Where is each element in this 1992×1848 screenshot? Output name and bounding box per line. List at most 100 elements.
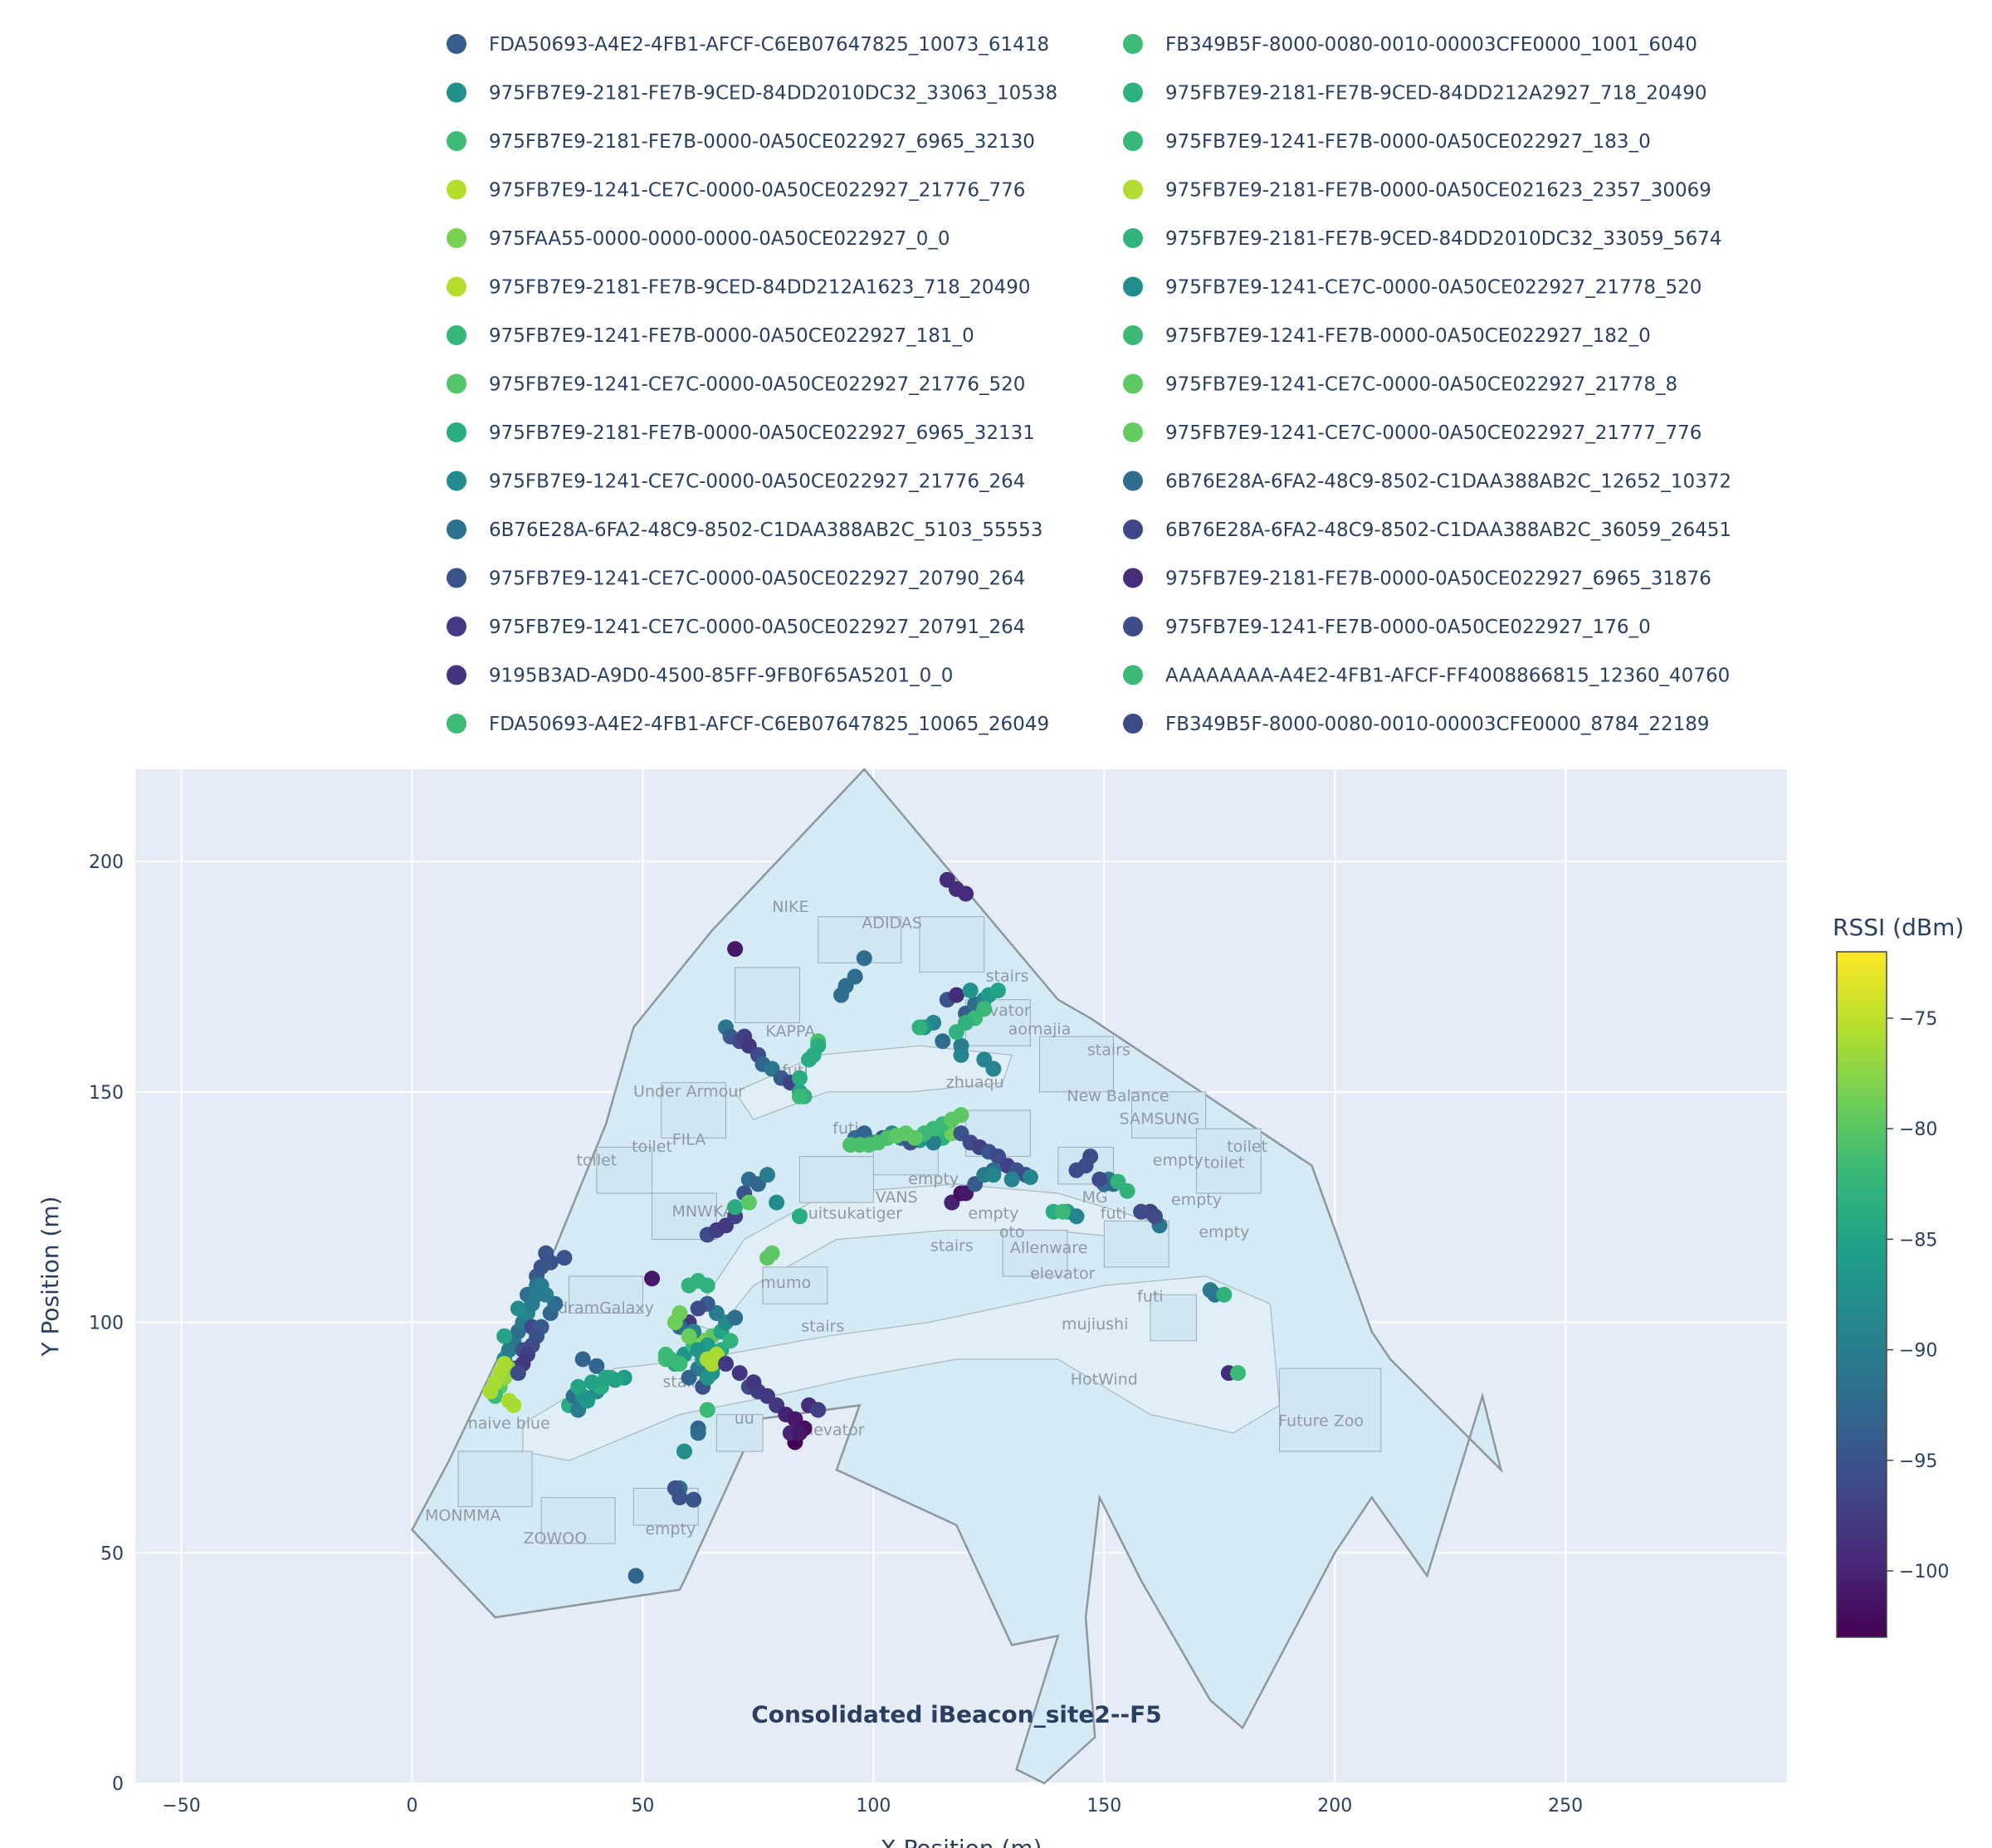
legend-item[interactable]: 975FB7E9-1241-FE7B-0000-0A50CE022927_181… bbox=[447, 325, 974, 347]
rssi-point bbox=[482, 1383, 499, 1400]
rssi-point bbox=[810, 1402, 827, 1418]
legend-item[interactable]: 975FB7E9-1241-CE7C-0000-0A50CE022927_217… bbox=[447, 373, 1025, 396]
legend-item[interactable]: 975FB7E9-2181-FE7B-9CED-84DD212A1623_718… bbox=[447, 276, 1030, 299]
legend-item[interactable]: 975FB7E9-1241-FE7B-0000-0A50CE022927_183… bbox=[1123, 131, 1651, 153]
store-label: ZOWOO bbox=[524, 1529, 588, 1548]
legend-marker bbox=[447, 714, 466, 734]
rssi-point bbox=[856, 950, 872, 967]
store-label: empty bbox=[1199, 1223, 1249, 1241]
legend-marker bbox=[447, 82, 466, 103]
store-label: FILA bbox=[672, 1131, 706, 1149]
legend-item[interactable]: 975FB7E9-1241-CE7C-0000-0A50CE022927_217… bbox=[447, 471, 1025, 493]
legend-label: 975FB7E9-1241-CE7C-0000-0A50CE022927_207… bbox=[489, 568, 1025, 590]
legend-item[interactable]: 975FB7E9-2181-FE7B-9CED-84DD212A2927_718… bbox=[1123, 82, 1706, 105]
legend-marker bbox=[1123, 82, 1143, 103]
legend-label: 975FB7E9-2181-FE7B-0000-0A50CE022927_696… bbox=[489, 131, 1035, 153]
legend-item[interactable]: 975FB7E9-1241-CE7C-0000-0A50CE022927_217… bbox=[447, 179, 1025, 202]
legend-item[interactable]: 6B76E28A-6FA2-48C9-8502-C1DAA388AB2C_510… bbox=[447, 519, 1042, 541]
store-label: uu bbox=[735, 1410, 754, 1428]
rssi-point bbox=[505, 1397, 522, 1414]
rssi-point bbox=[686, 1491, 702, 1508]
colorbar-tick-label: −95 bbox=[1899, 1451, 1937, 1472]
store-block bbox=[632, 1488, 699, 1526]
legend-label: 6B76E28A-6FA2-48C9-8502-C1DAA388AB2C_126… bbox=[1165, 471, 1731, 493]
legend-item[interactable]: 9195B3AD-A9D0-4500-85FF-9FB0F65A5201_0_0 bbox=[447, 665, 953, 687]
legend-item[interactable]: 975FB7E9-2181-FE7B-9CED-84DD2010DC32_330… bbox=[447, 82, 1057, 105]
legend-item[interactable]: 975FB7E9-1241-CE7C-0000-0A50CE022927_217… bbox=[1123, 373, 1677, 396]
legend-item[interactable]: FDA50693-A4E2-4FB1-AFCF-C6EB07647825_100… bbox=[447, 714, 1049, 735]
legend-item[interactable]: 975FB7E9-2181-FE7B-0000-0A50CE022927_696… bbox=[447, 422, 1035, 444]
legend-label: 975FB7E9-1241-CE7C-0000-0A50CE022927_217… bbox=[1165, 422, 1702, 444]
legend-marker bbox=[447, 325, 466, 345]
store-block bbox=[1038, 1036, 1114, 1093]
legend-item[interactable]: 975FB7E9-1241-CE7C-0000-0A50CE022927_207… bbox=[447, 617, 1025, 638]
rssi-point bbox=[496, 1328, 513, 1344]
store-label: Under Armour bbox=[633, 1082, 745, 1100]
legend-item[interactable]: 975FB7E9-1241-CE7C-0000-0A50CE022927_207… bbox=[447, 568, 1025, 590]
legend-item[interactable]: 975FB7E9-2181-FE7B-9CED-84DD2010DC32_330… bbox=[1123, 228, 1722, 250]
store-label: NIKE bbox=[772, 898, 808, 916]
legend-item[interactable]: 975FB7E9-1241-FE7B-0000-0A50CE022927_182… bbox=[1123, 325, 1651, 347]
rssi-point bbox=[727, 1199, 744, 1216]
store-block bbox=[1279, 1368, 1382, 1452]
legend-label: FDA50693-A4E2-4FB1-AFCF-C6EB07647825_100… bbox=[489, 714, 1049, 735]
colorbar-gradient bbox=[1836, 951, 1887, 1638]
legend-item[interactable]: 975FB7E9-1241-FE7B-0000-0A50CE022927_176… bbox=[1123, 617, 1651, 638]
rssi-point bbox=[1216, 1286, 1233, 1303]
legend-item[interactable]: 975FB7E9-2181-FE7B-0000-0A50CE021623_235… bbox=[1123, 179, 1711, 202]
store-label: stairs bbox=[930, 1236, 974, 1255]
legend-marker bbox=[1123, 422, 1143, 442]
legend-item[interactable]: 975FB7E9-1241-CE7C-0000-0A50CE022927_217… bbox=[1123, 422, 1702, 444]
colorbar: RSSI (dBm) −75 −80 −85 −90 −95 −100 bbox=[1833, 914, 1964, 1638]
rssi-point bbox=[556, 1250, 573, 1266]
rssi-point bbox=[671, 1304, 688, 1321]
chart-title: Consolidated iBeacon_site2--F5 bbox=[751, 1701, 1161, 1729]
store-label: ADIDAS bbox=[862, 914, 922, 933]
rssi-point bbox=[666, 1480, 683, 1497]
legend-marker bbox=[1123, 228, 1143, 248]
store-label: naive blue bbox=[468, 1414, 550, 1432]
legend-item[interactable]: AAAAAAAA-A4E2-4FB1-AFCF-FF4008866815_123… bbox=[1123, 665, 1730, 687]
store-label: oto bbox=[999, 1223, 1025, 1241]
store-label: elevator bbox=[799, 1421, 865, 1440]
legend-item[interactable]: 975FAA55-0000-0000-0000-0A50CE022927_0_0 bbox=[447, 228, 950, 250]
store-label: empty bbox=[645, 1520, 696, 1538]
y-tick-label: 0 bbox=[112, 1774, 124, 1795]
rssi-point bbox=[1110, 1173, 1126, 1190]
rssi-point bbox=[906, 1129, 923, 1146]
legend-marker bbox=[447, 34, 466, 54]
x-axis-ticks: −50 0 50 100 150 200 250 bbox=[162, 1796, 1583, 1816]
colorbar-tick-label: −80 bbox=[1899, 1119, 1937, 1140]
legend-label: FB349B5F-8000-0080-0010-00003CFE0000_878… bbox=[1165, 714, 1710, 735]
legend-item[interactable]: 6B76E28A-6FA2-48C9-8502-C1DAA388AB2C_126… bbox=[1123, 471, 1731, 493]
rssi-point bbox=[574, 1351, 591, 1368]
rssi-point bbox=[976, 1051, 993, 1068]
legend-item[interactable]: 975FB7E9-2181-FE7B-0000-0A50CE022927_696… bbox=[447, 131, 1035, 153]
store-block bbox=[1002, 1229, 1068, 1277]
legend-item[interactable]: 975FB7E9-2181-FE7B-0000-0A50CE022927_696… bbox=[1123, 568, 1711, 590]
rssi-point bbox=[1133, 1203, 1150, 1220]
store-label: MG bbox=[1082, 1188, 1108, 1207]
store-block bbox=[919, 916, 985, 973]
rssi-point bbox=[676, 1443, 692, 1460]
legend-item[interactable]: FDA50693-A4E2-4FB1-AFCF-C6EB07647825_100… bbox=[447, 34, 1049, 56]
store-block bbox=[596, 1146, 653, 1194]
legend-item[interactable]: 6B76E28A-6FA2-48C9-8502-C1DAA388AB2C_360… bbox=[1123, 519, 1731, 541]
store-block bbox=[540, 1497, 616, 1544]
legend-item[interactable]: FB349B5F-8000-0080-0010-00003CFE0000_100… bbox=[1123, 34, 1697, 56]
rssi-point bbox=[935, 1033, 951, 1050]
data-points bbox=[482, 871, 1247, 1584]
store-label: futi bbox=[1101, 1205, 1126, 1223]
legend-item[interactable]: 975FB7E9-1241-CE7C-0000-0A50CE022927_217… bbox=[1123, 276, 1702, 299]
corridor bbox=[522, 1275, 1281, 1461]
legend[interactable]: FDA50693-A4E2-4FB1-AFCF-C6EB07647825_100… bbox=[447, 34, 1731, 735]
rssi-point bbox=[690, 1300, 706, 1317]
store-label: empty bbox=[908, 1170, 959, 1188]
legend-marker bbox=[1123, 714, 1143, 734]
legend-item[interactable]: FB349B5F-8000-0080-0010-00003CFE0000_878… bbox=[1123, 714, 1710, 735]
legend-marker bbox=[447, 373, 466, 394]
store-label: empty bbox=[1171, 1191, 1222, 1209]
rssi-point bbox=[607, 1372, 623, 1388]
rssi-point bbox=[496, 1356, 513, 1373]
